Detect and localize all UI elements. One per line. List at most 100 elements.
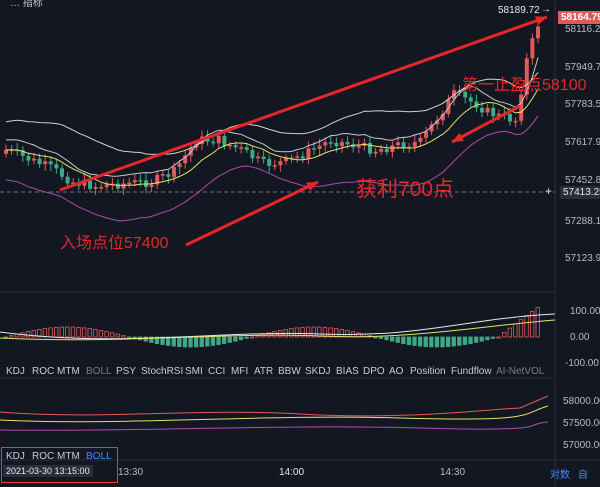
macd-bar xyxy=(115,333,120,338)
candle-body xyxy=(373,151,378,154)
macd-bar xyxy=(104,331,109,338)
candle-body xyxy=(295,156,300,158)
boll-lower-line xyxy=(5,115,539,222)
mini-low-line xyxy=(0,421,549,431)
tab-fundflow[interactable]: Fundflow xyxy=(451,366,492,377)
tab-roc[interactable]: ROC xyxy=(32,366,55,377)
tab-mtm[interactable]: MTM xyxy=(57,366,80,377)
candle-body xyxy=(272,165,277,167)
tab-atr[interactable]: ATR xyxy=(254,366,274,377)
high-price-label: 58189.72 xyxy=(498,5,540,16)
candle-body xyxy=(172,167,176,177)
mini-tab-kdj[interactable]: KDJ xyxy=(6,451,25,462)
mini-tick: 57500.00 xyxy=(563,418,600,429)
macd-bar xyxy=(98,330,104,338)
macd-bar xyxy=(233,336,238,342)
candle-body xyxy=(519,94,524,121)
tab-position[interactable]: Position xyxy=(410,366,446,377)
mini-price-line xyxy=(0,395,549,417)
candle-body xyxy=(149,184,154,187)
tab-bbw[interactable]: BBW xyxy=(278,366,301,377)
tab-psy[interactable]: PSY xyxy=(116,366,137,377)
candle-body xyxy=(390,145,395,153)
candle-body xyxy=(144,180,148,187)
price-tick: 57617.9 xyxy=(565,137,600,148)
macd-bar xyxy=(272,331,277,338)
candle-body xyxy=(508,113,512,122)
macd-bar xyxy=(305,326,311,338)
macd-bar xyxy=(37,329,42,338)
log-scale-button[interactable]: 对数 xyxy=(550,470,570,481)
candle-body xyxy=(474,101,479,108)
macd-bar xyxy=(384,336,389,341)
macd-bar xyxy=(423,336,428,348)
candle-body xyxy=(530,38,535,59)
macd-bar xyxy=(389,336,395,342)
candle-body xyxy=(239,147,244,149)
candle-body xyxy=(491,107,496,117)
tab-ao[interactable]: AO xyxy=(389,366,404,377)
candle-body xyxy=(48,161,53,165)
tab-cci[interactable]: CCI xyxy=(208,366,226,377)
auto-scale-button[interactable]: 自 xyxy=(578,470,588,481)
candle-body xyxy=(424,131,428,138)
macd-bar xyxy=(25,331,31,338)
crosshair-price-tag: 57413.25 xyxy=(560,186,600,199)
candle-body xyxy=(26,155,31,161)
candle-body xyxy=(524,58,529,95)
macd-bar xyxy=(289,328,294,338)
tab-ai-netvol[interactable]: AI-NetVOL xyxy=(496,366,545,377)
macd-bar xyxy=(70,326,76,338)
tab-kdj[interactable]: KDJ xyxy=(6,366,25,377)
candle-body xyxy=(132,180,137,183)
macd-bar xyxy=(244,336,249,339)
macd-bar xyxy=(530,311,535,338)
candle-body xyxy=(418,137,423,142)
tab-boll[interactable]: BOLL xyxy=(86,366,112,377)
candle-body xyxy=(480,107,484,113)
time-tick: 14:00 xyxy=(279,467,305,478)
candle-body xyxy=(463,91,468,98)
price-tick: 57783.5 xyxy=(565,99,600,110)
macd-bar xyxy=(227,336,232,343)
profit-annotation: 获利700点 xyxy=(356,178,455,201)
candle-body xyxy=(121,183,126,189)
macd-bar xyxy=(378,336,384,339)
price-tick: 58116.2 xyxy=(565,24,600,35)
candle-body xyxy=(88,179,92,189)
mini-tab-boll[interactable]: BOLL xyxy=(86,451,112,462)
tab-smi[interactable]: SMI xyxy=(185,366,203,377)
candle-body xyxy=(155,174,160,185)
macd-bar xyxy=(457,336,462,346)
time-tick: 13:30 xyxy=(118,467,144,478)
candle-body xyxy=(435,120,440,125)
macd-tick: -100.00 xyxy=(565,358,599,369)
candle-body xyxy=(138,180,143,182)
tab-bias[interactable]: BIAS xyxy=(336,366,359,377)
macd-bar xyxy=(445,336,451,347)
macd-bar xyxy=(317,326,322,338)
tab-skdj[interactable]: SKDJ xyxy=(305,366,331,377)
mini-tab-mtm[interactable]: MTM xyxy=(57,451,80,462)
macd-bar xyxy=(311,326,316,338)
macd-tick: 100.00 xyxy=(570,306,600,317)
tab-mfi[interactable]: MFI xyxy=(231,366,249,377)
candle-body xyxy=(211,141,216,144)
candle-body xyxy=(65,176,70,184)
macd-bar xyxy=(182,336,188,348)
mini-tick: 57000.00 xyxy=(563,440,600,451)
candle-body xyxy=(9,149,14,152)
candle-body xyxy=(267,159,272,166)
macd-bar xyxy=(9,335,14,338)
high-arrow-icon: → xyxy=(541,4,551,15)
macd-bar xyxy=(401,336,406,344)
mini-tab-roc[interactable]: ROC xyxy=(32,451,55,462)
macd-bar xyxy=(451,336,456,347)
macd-bar xyxy=(373,336,378,339)
tab-dpo[interactable]: DPO xyxy=(363,366,385,377)
crosshair-plus-icon[interactable]: + xyxy=(545,184,553,198)
candle-body xyxy=(379,149,384,152)
tab-stochrsi[interactable]: StochRSI xyxy=(141,366,184,377)
